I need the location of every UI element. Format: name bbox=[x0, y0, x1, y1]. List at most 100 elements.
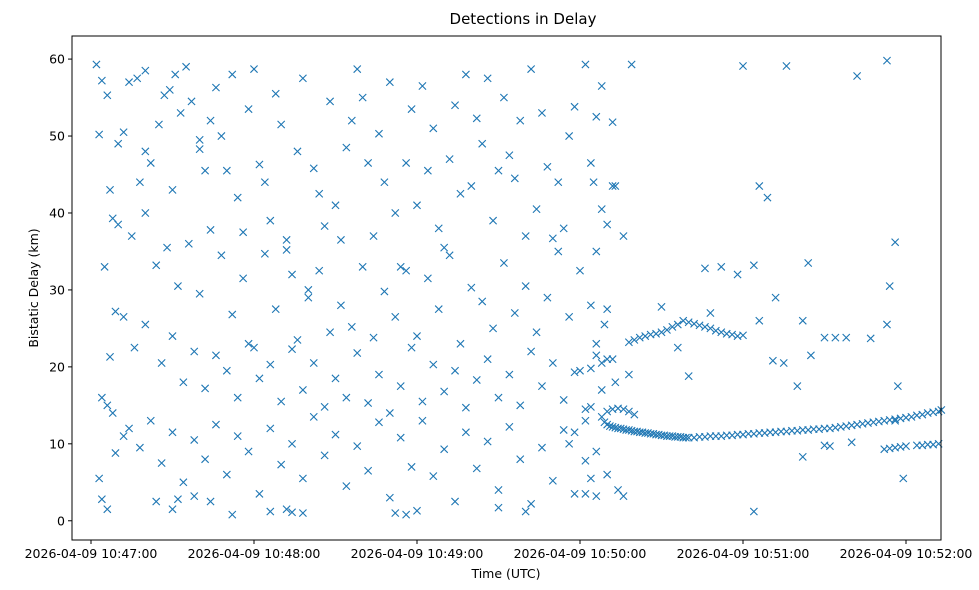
data-point bbox=[141, 320, 150, 329]
data-point bbox=[95, 130, 104, 139]
data-point bbox=[271, 305, 280, 314]
data-point bbox=[434, 224, 443, 233]
data-point bbox=[146, 416, 155, 425]
data-point bbox=[152, 497, 161, 506]
data-point bbox=[586, 474, 595, 483]
data-point bbox=[217, 132, 226, 141]
x-tick-label: 2026-04-09 10:51:00 bbox=[677, 546, 810, 561]
data-point bbox=[179, 378, 188, 387]
data-point bbox=[157, 359, 166, 368]
data-point bbox=[472, 464, 481, 473]
data-point bbox=[733, 270, 742, 279]
data-point bbox=[114, 139, 123, 148]
data-point bbox=[627, 60, 636, 69]
data-point bbox=[695, 321, 704, 330]
data-point bbox=[111, 449, 120, 458]
data-point bbox=[195, 135, 204, 144]
data-point bbox=[657, 328, 666, 337]
data-point bbox=[97, 76, 106, 85]
data-point bbox=[771, 293, 780, 302]
data-point bbox=[907, 412, 916, 421]
data-point bbox=[521, 282, 530, 291]
data-point bbox=[347, 116, 356, 125]
data-point bbox=[239, 228, 248, 237]
data-point bbox=[624, 338, 633, 347]
x-tick-label: 2026-04-09 10:49:00 bbox=[351, 546, 484, 561]
data-point bbox=[548, 359, 557, 368]
data-point bbox=[293, 147, 302, 156]
data-point bbox=[217, 251, 226, 260]
data-point bbox=[739, 331, 747, 340]
data-point bbox=[125, 78, 134, 87]
data-point bbox=[608, 118, 617, 127]
data-point bbox=[700, 264, 709, 273]
data-point bbox=[288, 439, 297, 448]
data-point bbox=[429, 472, 438, 481]
data-point bbox=[347, 322, 356, 331]
y-tick-label: 60 bbox=[49, 52, 65, 67]
data-point bbox=[250, 65, 258, 74]
data-point bbox=[662, 325, 671, 334]
data-point bbox=[320, 402, 329, 411]
data-point bbox=[586, 301, 595, 310]
x-tick-label: 2026-04-09 10:52:00 bbox=[840, 546, 973, 561]
data-point bbox=[326, 328, 335, 337]
data-point bbox=[331, 201, 340, 210]
data-point bbox=[483, 355, 492, 364]
data-point bbox=[616, 424, 625, 433]
data-point bbox=[619, 405, 628, 414]
data-point bbox=[176, 108, 185, 117]
y-tick-label: 40 bbox=[49, 205, 65, 220]
data-point bbox=[315, 266, 324, 275]
data-point bbox=[260, 249, 269, 258]
data-point bbox=[597, 82, 606, 91]
data-point bbox=[298, 509, 307, 518]
data-point bbox=[467, 283, 476, 292]
data-point bbox=[739, 62, 747, 70]
data-point bbox=[271, 89, 280, 98]
y-tick-label: 20 bbox=[49, 359, 65, 374]
data-point bbox=[353, 442, 362, 451]
data-point bbox=[521, 507, 530, 516]
data-point bbox=[364, 466, 373, 475]
data-point bbox=[635, 333, 644, 342]
data-point bbox=[592, 112, 601, 121]
data-point bbox=[190, 347, 199, 356]
data-point bbox=[554, 247, 563, 256]
data-point bbox=[461, 403, 470, 412]
data-point bbox=[244, 339, 253, 348]
data-point bbox=[581, 489, 590, 498]
data-point bbox=[190, 435, 199, 444]
data-point bbox=[309, 412, 318, 421]
data-point bbox=[918, 410, 927, 419]
data-point bbox=[516, 401, 525, 410]
data-point bbox=[668, 322, 677, 331]
data-point bbox=[111, 307, 120, 316]
data-point bbox=[97, 495, 106, 504]
data-point bbox=[222, 166, 231, 175]
data-point bbox=[369, 333, 378, 342]
data-point bbox=[581, 60, 590, 69]
data-point bbox=[499, 259, 508, 267]
data-point bbox=[106, 352, 115, 361]
data-point bbox=[331, 374, 340, 383]
data-point bbox=[576, 366, 584, 375]
data-point bbox=[499, 93, 508, 102]
data-point bbox=[168, 332, 177, 341]
data-point bbox=[586, 402, 595, 411]
data-point bbox=[385, 409, 394, 418]
data-point bbox=[315, 189, 324, 198]
data-point bbox=[255, 374, 264, 383]
data-point bbox=[592, 247, 601, 256]
data-point bbox=[396, 433, 405, 442]
data-point bbox=[798, 316, 807, 325]
data-point bbox=[559, 224, 568, 233]
data-point bbox=[374, 418, 383, 427]
data-point bbox=[440, 387, 449, 396]
x-tick-label: 2026-04-09 10:50:00 bbox=[514, 546, 647, 561]
data-point bbox=[418, 416, 427, 425]
data-point bbox=[483, 437, 492, 446]
data-point bbox=[891, 238, 900, 247]
data-point bbox=[396, 262, 405, 271]
data-point bbox=[130, 343, 139, 352]
